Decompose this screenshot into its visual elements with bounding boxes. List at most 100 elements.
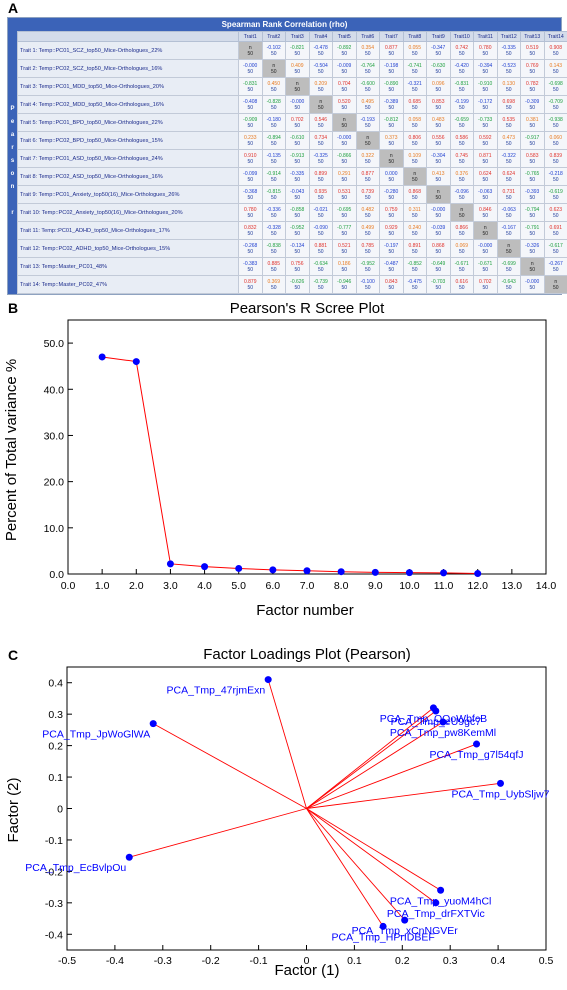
correlation-cell: -0.199 50 <box>449 95 474 114</box>
scree-series-line <box>102 356 478 575</box>
correlation-cell: -0.600 50 <box>355 77 380 96</box>
y-tick-label: 0.4 <box>48 678 63 690</box>
loading-label: PCA_Tmp_xCnNGVEr <box>352 925 459 937</box>
correlation-cell: -0.791 50 <box>520 221 545 240</box>
correlation-cell: 0.354 50 <box>355 41 380 60</box>
correlation-cell: -0.649 50 <box>426 257 451 276</box>
y-tick-label: -0.2 <box>45 866 63 878</box>
loading-vector <box>306 782 501 809</box>
correlation-cell: -0.698 50 <box>543 77 567 96</box>
loading-point <box>473 740 481 748</box>
correlation-cell: -0.952 50 <box>285 221 310 240</box>
scree-x-axis-label: Factor number <box>256 602 354 619</box>
correlation-cell: -0.794 50 <box>520 203 545 222</box>
table-row: Trait 5: Temp::PC01_BPD_top50_Mice-Ortho… <box>17 113 567 132</box>
panel-label-b: B <box>8 300 19 316</box>
correlation-cell: n 50 <box>355 131 380 150</box>
correlation-cell: -0.063 50 <box>473 185 498 204</box>
row-label: Trait 13: Temp::Master_PC01_48% <box>17 257 239 276</box>
y-tick-label: 50.0 <box>44 338 65 350</box>
correlation-cell: -0.487 50 <box>379 257 404 276</box>
scree-point <box>440 569 448 577</box>
scree-line <box>102 356 478 575</box>
row-label: Trait 4: Temp::PC02_MDD_top50_Mice-Ortho… <box>17 95 239 114</box>
correlation-cell: -0.764 50 <box>355 59 380 78</box>
table-row: Trait 10: Temp::PC02_Anxiety_top50(16)_M… <box>17 203 567 222</box>
correlation-cell: 0.240 50 <box>402 221 427 240</box>
correlation-cell: 0.058 50 <box>402 113 427 132</box>
correlation-cell: 0.832 50 <box>238 221 263 240</box>
x-tick-label: 0.1 <box>347 955 362 967</box>
x-tick-label: 0.0 <box>61 580 76 592</box>
correlation-cell: 0.756 50 <box>285 257 310 276</box>
table-row: Trait 12: Temp::PC02_ADHD_top50_Mice-Ort… <box>17 239 567 258</box>
correlation-cell: -0.309 50 <box>520 95 545 114</box>
correlation-cell: n 50 <box>379 149 404 168</box>
x-tick-label: 6.0 <box>266 580 281 592</box>
correlation-cell: 0.879 50 <box>238 275 263 294</box>
scree-frame <box>67 319 547 575</box>
correlation-cell: -0.420 50 <box>449 59 474 78</box>
correlation-cell: 0.780 50 <box>238 203 263 222</box>
correlation-cell: 0.742 50 <box>449 41 474 60</box>
correlation-grid: Trait1 Trait2 Trait3 Trait4 Trait5 Trait6 Trai… <box>17 31 567 294</box>
correlation-cell: n 50 <box>426 185 451 204</box>
correlation-cell: n 50 <box>543 275 567 294</box>
correlation-cell: 0.881 50 <box>308 239 333 258</box>
correlation-cell: n 50 <box>308 95 333 114</box>
loading-vector <box>306 808 441 891</box>
correlation-cell: -0.478 50 <box>308 41 333 60</box>
x-tick-label: -0.4 <box>106 955 124 967</box>
loadings-y-axis-label: Factor (2) <box>5 777 22 842</box>
correlation-cell: 0.473 50 <box>496 131 521 150</box>
correlation-cell: 0.586 50 <box>449 131 474 150</box>
correlation-cell: -0.000 50 <box>238 59 263 78</box>
correlation-cell: -0.368 50 <box>238 185 263 204</box>
correlation-cell: -0.821 50 <box>285 41 310 60</box>
correlation-cell: -0.193 50 <box>355 113 380 132</box>
correlation-cell: n 50 <box>449 203 474 222</box>
correlation-cell: 0.868 50 <box>402 185 427 204</box>
x-tick-label: 0.3 <box>443 955 458 967</box>
side-label-letter: P <box>10 106 15 112</box>
scree-point <box>269 566 277 574</box>
correlation-cell: 0.055 50 <box>402 41 427 60</box>
correlation-cell: -0.815 50 <box>261 185 286 204</box>
loading-label: PCA_Tmp_eU9gc7 <box>391 716 482 728</box>
scree-axes: 0.0 1.0 2.0 3.0 4.0 5.0 6.0 7.0 8.0 9.0 10.0 11.0 12… <box>44 319 556 592</box>
correlation-cell: 0.868 50 <box>426 239 451 258</box>
x-tick-label: 10.0 <box>399 580 420 592</box>
correlation-cell: -0.009 50 <box>332 59 357 78</box>
loading-point <box>496 779 504 787</box>
x-tick-label: 0.4 <box>491 955 506 967</box>
correlation-cell: 0.877 50 <box>355 167 380 186</box>
scree-point <box>405 569 413 577</box>
x-tick-label: 0.2 <box>395 955 410 967</box>
correlation-cell: -0.475 50 <box>402 275 427 294</box>
table-row: Trait 13: Temp::Master_PC01_48% -0.383 50 0… <box>17 257 567 276</box>
column-header: Trait11 <box>473 31 498 42</box>
x-tick-label: 5.0 <box>231 580 246 592</box>
scree-point <box>201 563 209 571</box>
y-tick-label: -0.1 <box>45 835 63 847</box>
column-header: Trait1 <box>238 31 263 42</box>
column-header: Trait14 <box>543 31 567 42</box>
loadings-axes: -0.5 -0.4 -0.3 -0.2 -0.1 0 0.1 0.2 0.3 0.4 0.5 -0.4… <box>45 666 553 967</box>
correlation-cell: -0.268 50 <box>238 239 263 258</box>
correlation-cell: 0.698 50 <box>496 95 521 114</box>
correlation-cell: -0.328 50 <box>261 221 286 240</box>
loading-point <box>432 707 440 715</box>
table-row: Trait 4: Temp::PC02_MDD_top50_Mice-Ortho… <box>17 95 567 114</box>
loading-label: PCA_Tmp_OQoWbfcB <box>380 713 487 725</box>
correlation-cell: 0.899 50 <box>308 167 333 186</box>
correlation-cell: 0.877 50 <box>379 41 404 60</box>
loading-vector <box>306 743 477 809</box>
correlation-cell: 0.499 50 <box>355 221 380 240</box>
correlation-cell: n 50 <box>238 41 263 60</box>
table-row: Trait 8: Temp::PC02_ASD_top50_Mice-Ortho… <box>17 167 567 186</box>
side-label-letter: r <box>11 210 14 216</box>
correlation-cell: -0.326 50 <box>520 239 545 258</box>
correlation-cell: 0.908 50 <box>543 41 567 60</box>
